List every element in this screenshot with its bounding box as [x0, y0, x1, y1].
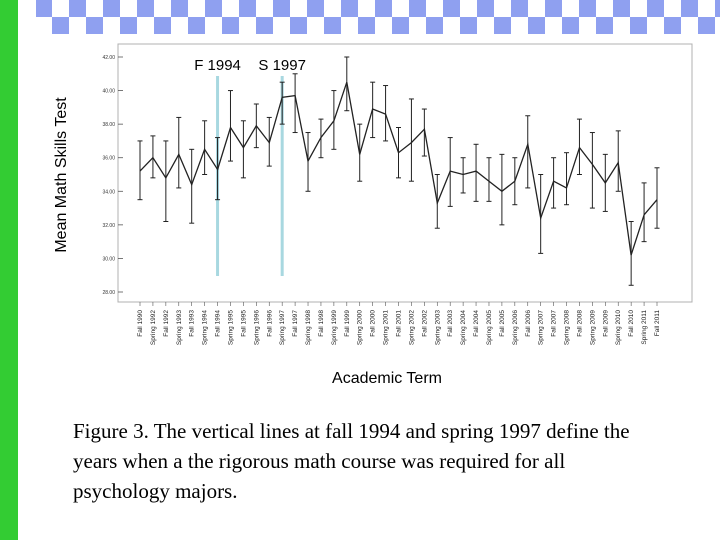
x-tick-label: Fall 2004 [473, 310, 480, 337]
x-axis: Fall 1990 Spring 1992 Fall 1992 Spring 1993… [137, 302, 661, 345]
x-tick-label: Spring 2002 [408, 310, 415, 345]
x-tick-label: Spring 2009 [589, 310, 596, 345]
x-tick-label: Fall 2002 [421, 310, 428, 337]
x-tick-label: Fall 2006 [525, 310, 532, 337]
x-tick-label: Spring 2006 [512, 310, 519, 345]
series-line [139, 81, 658, 256]
y-tick-label: 42.00 [102, 55, 115, 61]
x-tick-label: Fall 1993 [189, 310, 196, 337]
x-tick-label: Spring 1998 [305, 310, 312, 345]
x-tick-label: Fall 2010 [628, 310, 635, 337]
x-tick-label: Fall 2000 [370, 310, 377, 337]
x-tick-label: Fall 1990 [137, 310, 144, 337]
x-tick-label: Fall 1999 [344, 310, 351, 337]
x-axis-title: Academic Term [332, 370, 442, 387]
x-tick-label: Fall 1997 [292, 310, 299, 337]
x-tick-label: Fall 2001 [396, 310, 403, 337]
x-tick-label: Fall 2003 [447, 310, 454, 337]
x-tick-label: Spring 1994 [202, 310, 209, 345]
y-tick-label: 40.00 [102, 89, 115, 95]
x-tick-label: Fall 1995 [240, 310, 247, 337]
x-tick-label: Spring 1993 [176, 310, 183, 345]
x-tick-label: Fall 2008 [576, 310, 583, 337]
x-tick-label: Spring 2000 [357, 310, 364, 345]
x-tick-label: Spring 2010 [615, 310, 622, 345]
x-tick-label: Spring 1997 [279, 310, 286, 345]
x-tick-label: Spring 2011 [641, 310, 648, 345]
x-tick-label: Spring 1996 [253, 310, 260, 345]
y-tick-label: 28.00 [102, 290, 115, 296]
slide-header-pattern [18, 0, 720, 34]
y-axis-title: Mean Math Skills Test [53, 97, 70, 253]
x-tick-label: Spring 2004 [460, 310, 467, 345]
error-bars [137, 56, 660, 286]
x-tick-label: Fall 1996 [266, 310, 273, 337]
chart: F 1994 S 1997 28.00 30.00 32.00 34.00 36.00 38… [53, 43, 693, 387]
x-tick-label: Spring 2007 [538, 310, 545, 345]
x-tick-label: Fall 1994 [215, 310, 222, 337]
reference-label: S 1997 [258, 57, 306, 74]
x-tick-label: Fall 1998 [318, 310, 325, 337]
reference-labels: F 1994 S 1997 [194, 57, 306, 74]
y-axis: 28.00 30.00 32.00 34.00 36.00 38.00 40.00 42.00 [102, 55, 123, 296]
slide-gutter [18, 0, 36, 540]
x-tick-label: Spring 2001 [383, 310, 390, 345]
plot-area [117, 43, 693, 303]
reference-label: F 1994 [194, 57, 241, 74]
y-tick-label: 30.00 [102, 256, 115, 262]
y-tick-label: 34.00 [102, 189, 115, 195]
x-tick-label: Fall 2011 [654, 310, 661, 337]
x-tick-label: Spring 2005 [486, 310, 493, 345]
x-tick-label: Fall 2009 [602, 310, 609, 337]
y-tick-label: 36.00 [102, 156, 115, 162]
mean-line [139, 81, 658, 256]
x-tick-label: Spring 1995 [227, 310, 234, 345]
x-tick-label: Fall 2007 [551, 310, 558, 337]
x-tick-label: Fall 1992 [163, 310, 170, 337]
x-tick-label: Spring 1999 [331, 310, 338, 345]
x-tick-label: Spring 2008 [564, 310, 571, 345]
slide-accent-bar [0, 0, 18, 540]
x-tick-label: Spring 1992 [150, 310, 157, 345]
y-tick-label: 38.00 [102, 122, 115, 128]
figure-caption: Figure 3. The vertical lines at fall 199… [73, 419, 630, 503]
x-tick-label: Spring 2003 [434, 310, 441, 345]
x-tick-label: Fall 2005 [499, 310, 506, 337]
plot-border [117, 43, 693, 303]
y-tick-label: 32.00 [102, 223, 115, 229]
